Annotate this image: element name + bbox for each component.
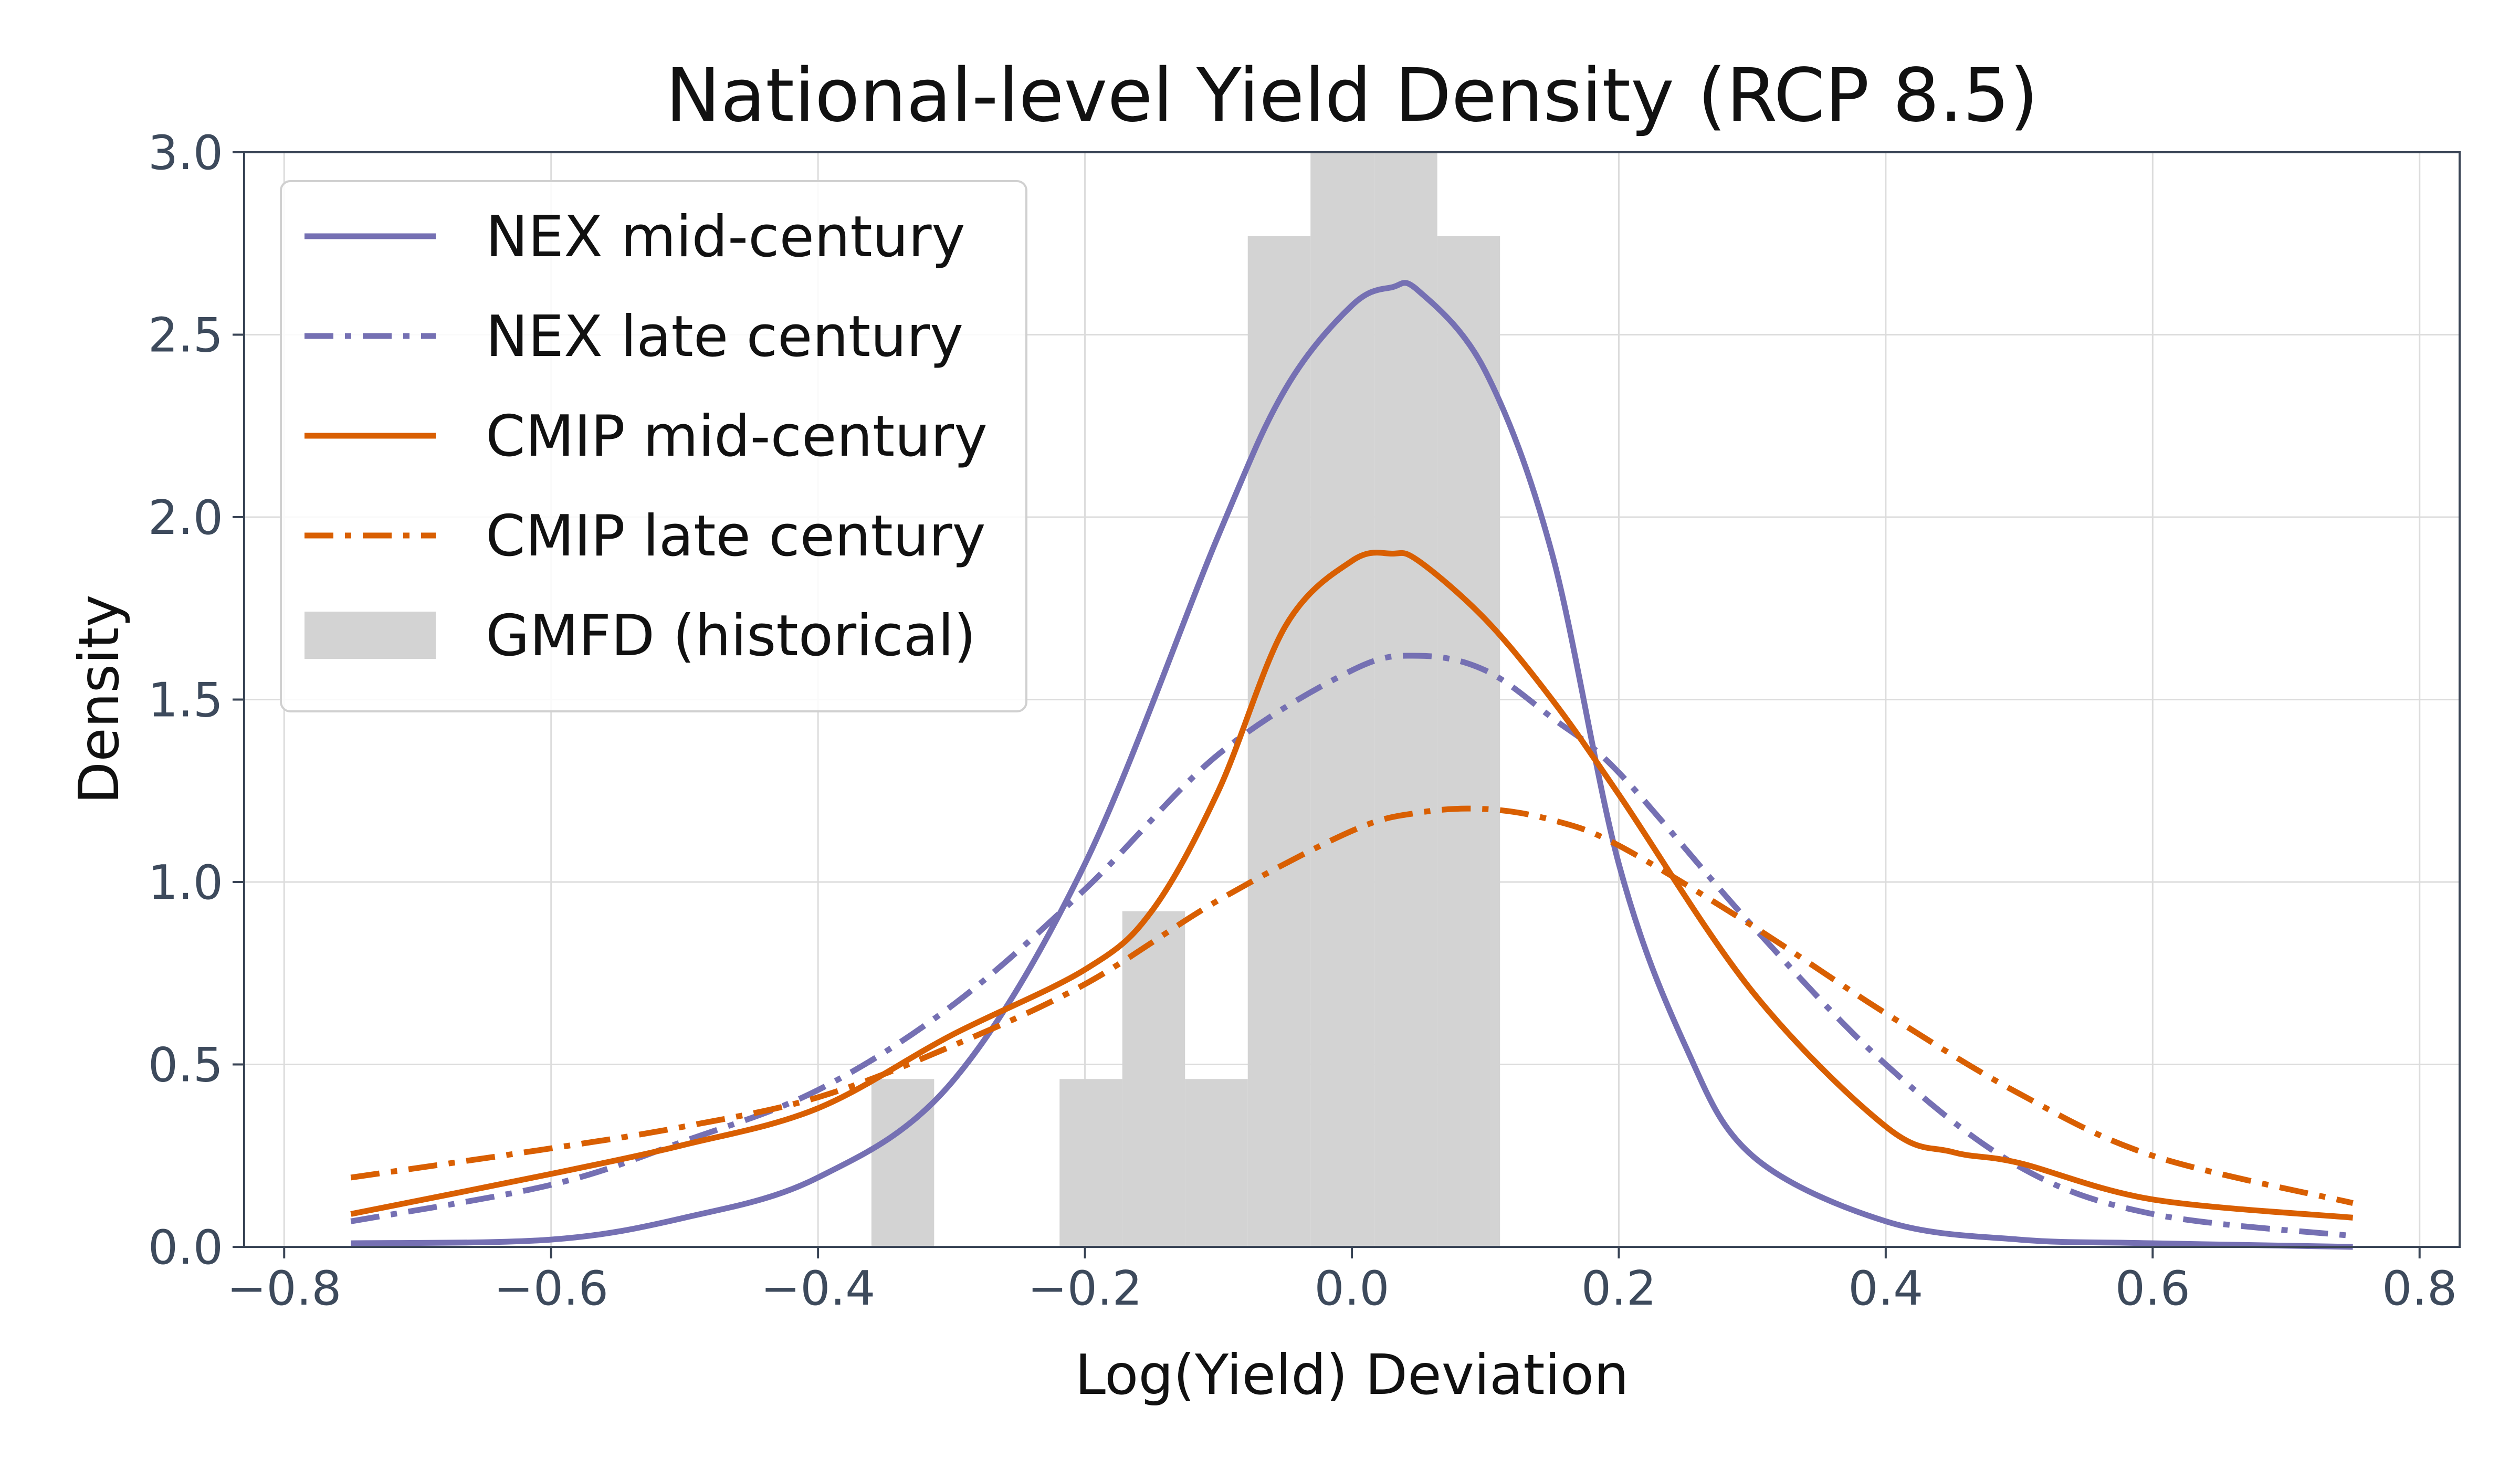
- series-line-nex-late-century: [350, 653, 2354, 1239]
- y-tick-label: 1.0: [148, 855, 223, 910]
- series-line-cmip-late-century: [350, 805, 2354, 1206]
- legend-label: NEX mid-century: [486, 204, 965, 270]
- legend-label: NEX late century: [486, 304, 963, 370]
- y-tick-label: 0.5: [148, 1038, 223, 1093]
- x-tick-label: −0.2: [1027, 1261, 1142, 1316]
- legend-label: GMFD (historical): [486, 603, 976, 669]
- y-tick-label: 2.0: [148, 490, 223, 545]
- histogram-bar: [1185, 1079, 1248, 1247]
- series-line-nex-mid-century: [351, 280, 2353, 1250]
- x-tick-label: 0.4: [1848, 1261, 1923, 1316]
- x-tick-label: 0.2: [1581, 1261, 1656, 1316]
- x-tick-label: −0.6: [494, 1261, 608, 1316]
- axis-ticks: −0.8 −0.6 −0.4 −0.2 0.0 0.2 0.4 0.6 0.8 0.0 0.5 1.0…: [148, 125, 2457, 1316]
- y-tick-label: 1.5: [148, 673, 223, 728]
- chart-title: National-level Yield Density (RCP 8.5): [666, 53, 2039, 139]
- legend-label: CMIP mid-century: [486, 404, 988, 469]
- legend-swatch: [304, 612, 436, 659]
- legend: NEX mid-century NEX late century CMIP mid-…: [280, 180, 1027, 712]
- x-tick-label: −0.4: [761, 1261, 876, 1316]
- x-tick-label: −0.8: [227, 1261, 342, 1316]
- histogram-bars: [871, 152, 1500, 1247]
- histogram-bar: [1437, 236, 1500, 1247]
- histogram-bar: [1247, 236, 1311, 1247]
- histogram-bar: [1374, 152, 1437, 1247]
- y-tick-label: 2.5: [148, 308, 223, 363]
- x-tick-label: 0.8: [2382, 1261, 2457, 1316]
- y-axis-label: Density: [67, 594, 131, 804]
- histogram-bar: [1122, 911, 1185, 1247]
- legend-box: [280, 180, 1027, 712]
- density-curves: [350, 280, 2354, 1250]
- histogram-bar: [1059, 1079, 1122, 1247]
- y-tick-label: 0.0: [148, 1220, 223, 1275]
- x-tick-label: 0.6: [2115, 1261, 2190, 1316]
- x-tick-label: 0.0: [1314, 1261, 1389, 1316]
- y-tick-label: 3.0: [148, 125, 223, 181]
- legend-label: CMIP late century: [486, 503, 986, 569]
- series-line-cmip-mid-century: [350, 550, 2354, 1221]
- x-axis-label: Log(Yield) Deviation: [1075, 1343, 1629, 1407]
- histogram-bar: [871, 1079, 934, 1247]
